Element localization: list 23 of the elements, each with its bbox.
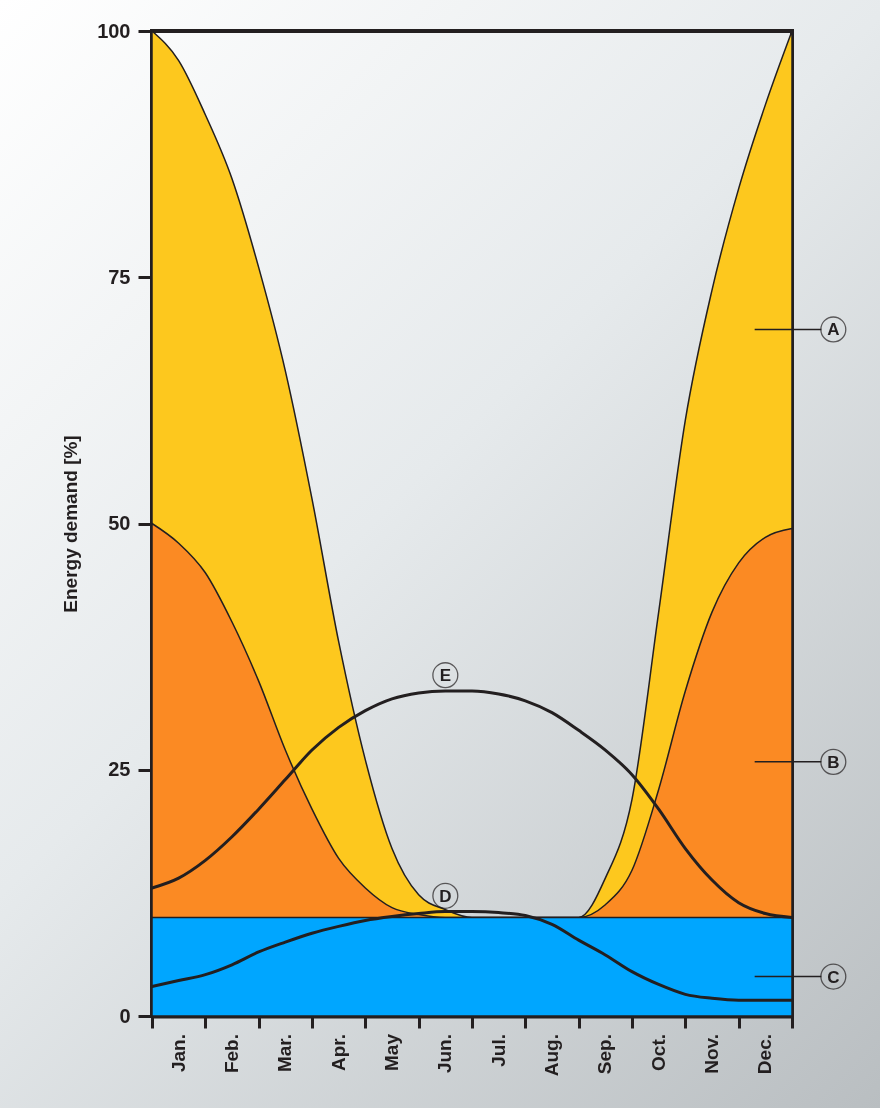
series-label: E [439, 666, 452, 686]
x-tick-label: Jan. [167, 1034, 189, 1073]
x-tick-label: Nov. [701, 1034, 722, 1074]
y-tick-label: 75 [108, 265, 131, 288]
legend-label: B [827, 752, 840, 772]
x-tick-label: Mar. [274, 1034, 296, 1073]
y-tick-label: 0 [119, 1004, 131, 1027]
x-tick-label: May [381, 1033, 402, 1071]
x-tick-label: Sep. [594, 1034, 616, 1075]
x-tick-label: Dec. [754, 1034, 776, 1075]
x-tick-label: Jul. [487, 1034, 509, 1067]
x-tick-label: Aug. [541, 1034, 562, 1077]
y-tick-label: 50 [108, 512, 131, 534]
x-tick-label: Jun. [434, 1034, 456, 1074]
y-tick-label: 25 [108, 758, 131, 781]
x-tick-label: Feb. [221, 1034, 242, 1074]
x-tick-label: Oct. [647, 1034, 669, 1071]
series-label: D [439, 886, 452, 906]
y-axis-title: Energy demand [%] [60, 435, 82, 613]
x-tick-label: Apr. [327, 1034, 349, 1071]
y-tick-label: 100 [97, 19, 131, 42]
legend-label: C [827, 967, 840, 987]
legend-label: A [827, 320, 840, 340]
